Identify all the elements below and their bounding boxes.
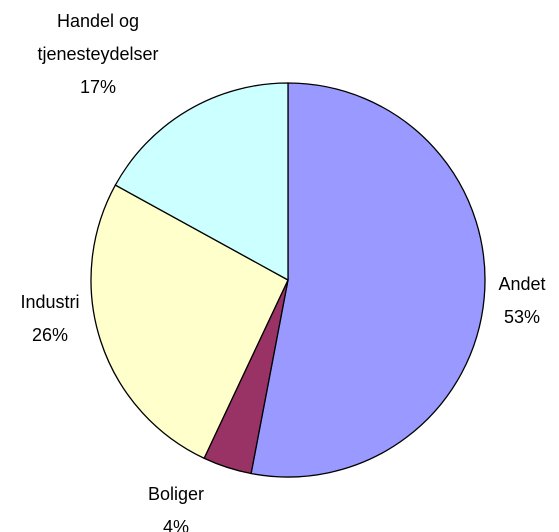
slice-label: Boliger 4% [126, 478, 226, 532]
pie-slice [114, 82, 289, 282]
category-label: Andet [498, 274, 546, 294]
value-label: 53% [503, 307, 541, 327]
category-label: Industri [20, 292, 80, 312]
value-label: 17% [79, 77, 117, 97]
category-label: Handel og tjenesteydelser [37, 11, 159, 64]
slice-label: Andet 53% [477, 268, 559, 334]
value-label: 4% [162, 517, 189, 532]
slice-label: Handel og tjenesteydelser 17% [12, 5, 184, 104]
slice-label: Industri 26% [2, 286, 98, 352]
category-label: Boliger [147, 484, 205, 504]
value-label: 26% [31, 325, 69, 345]
pie-slice [250, 82, 486, 478]
